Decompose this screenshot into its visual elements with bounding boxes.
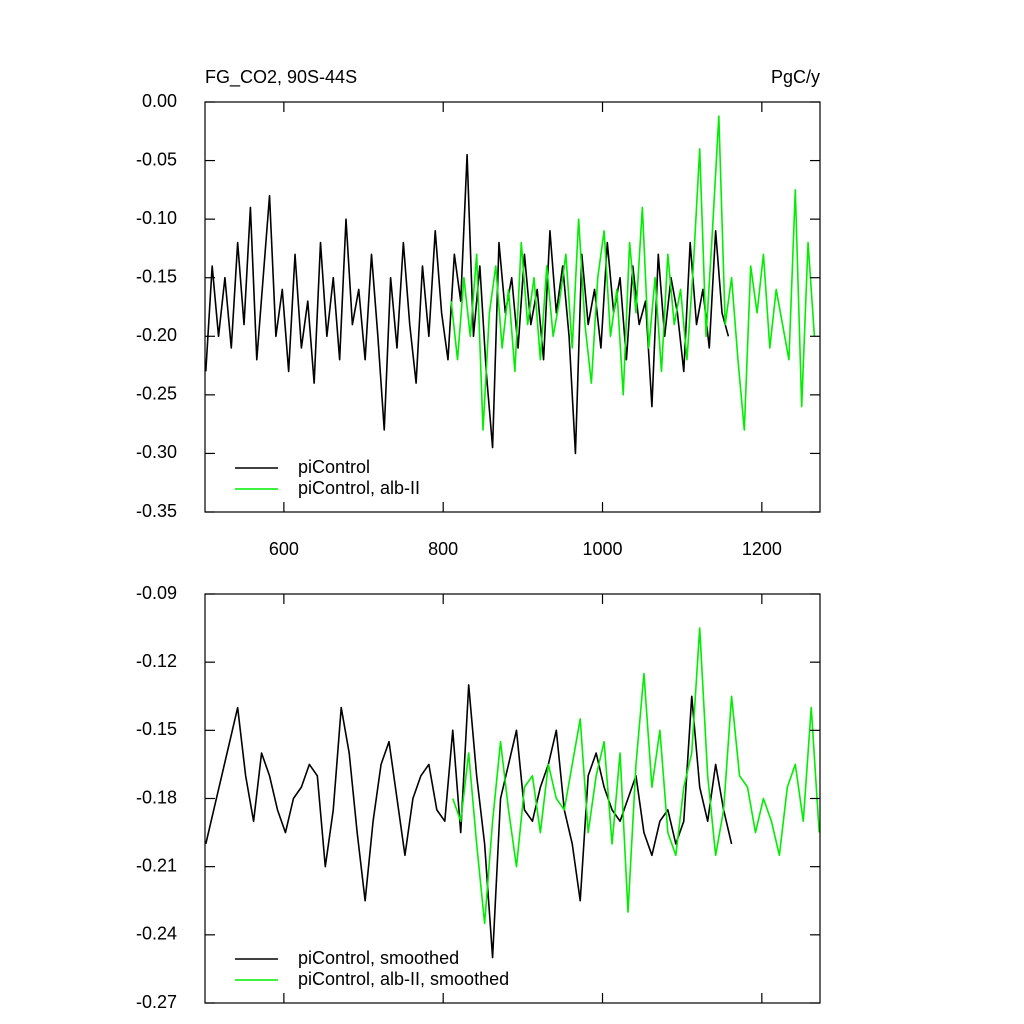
unit-label: PgC/y — [771, 67, 820, 87]
legend-label: piControl — [298, 457, 370, 477]
y-tick-label: -0.18 — [136, 787, 177, 807]
data-line — [451, 627, 820, 925]
y-tick-label: -0.05 — [136, 149, 177, 169]
y-tick-label: -0.20 — [136, 325, 177, 345]
y-tick-label: -0.10 — [136, 208, 177, 228]
y-tick-label: -0.15 — [136, 266, 177, 286]
data-line — [450, 115, 816, 431]
x-tick-label: 600 — [269, 539, 299, 559]
y-tick-label: -0.35 — [136, 501, 177, 521]
plot-frame — [204, 593, 821, 1004]
x-tick-label: 1000 — [582, 539, 622, 559]
y-tick-label: -0.15 — [136, 719, 177, 739]
chart-title: FG_CO2, 90S-44S — [205, 67, 357, 88]
x-tick-label: 800 — [428, 539, 458, 559]
data-line — [205, 684, 733, 959]
legend-label: piControl, alb-II, smoothed — [298, 969, 509, 989]
y-tick-label: -0.24 — [136, 924, 177, 944]
y-tick-label: -0.21 — [136, 855, 177, 875]
y-tick-label: -0.30 — [136, 442, 177, 462]
y-tick-label: -0.12 — [136, 651, 177, 671]
x-tick-label: 1200 — [742, 539, 782, 559]
y-tick-label: 0.00 — [142, 91, 177, 111]
y-tick-label: -0.09 — [136, 583, 177, 603]
y-tick-label: -0.25 — [136, 384, 177, 404]
legend-label: piControl, smoothed — [298, 948, 459, 968]
legend-label: piControl, alb-II — [298, 478, 420, 498]
y-tick-label: -0.27 — [136, 992, 177, 1012]
data-line — [205, 153, 730, 455]
plot-frame — [204, 101, 821, 513]
